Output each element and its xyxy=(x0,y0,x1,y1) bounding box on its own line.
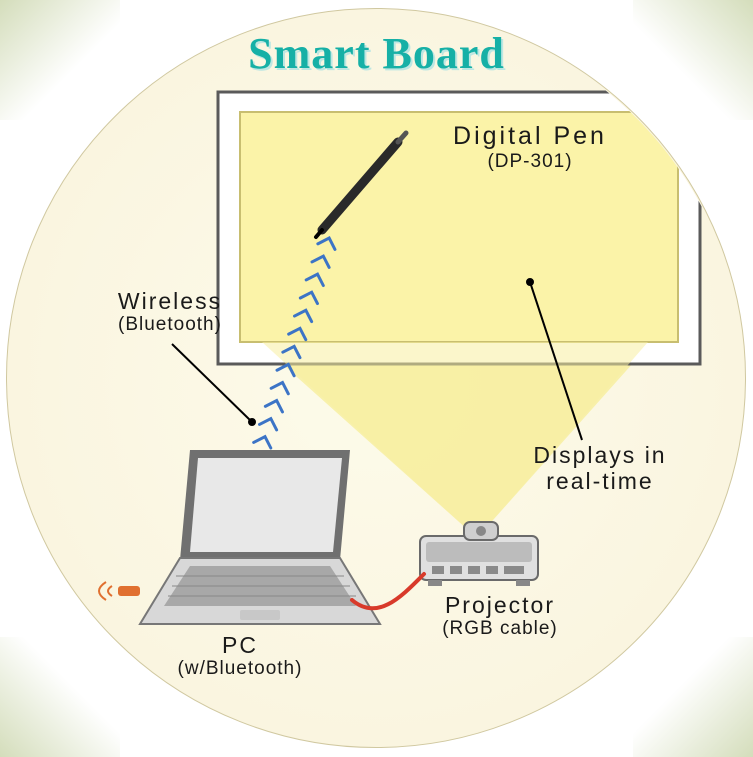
laptop xyxy=(99,450,380,624)
label-wireless: Wireless (Bluetooth) xyxy=(80,288,260,336)
diagram-scene xyxy=(0,0,753,757)
label-display-line2: real-time xyxy=(500,468,700,494)
label-pen-sub: (DP-301) xyxy=(400,151,660,173)
label-pen: Digital Pen (DP-301) xyxy=(400,122,660,173)
label-pc-sub: (w/Bluetooth) xyxy=(130,658,350,680)
label-wireless-sub: (Bluetooth) xyxy=(80,314,260,336)
label-projector-sub: (RGB cable) xyxy=(400,618,600,640)
laptop-trackpad xyxy=(240,610,280,620)
label-display-line1: Displays in xyxy=(500,442,700,468)
wireless-chevron xyxy=(260,419,277,430)
wireless-chevron xyxy=(254,437,271,448)
label-display: Displays in real-time xyxy=(500,442,700,495)
projector xyxy=(420,522,538,586)
wireless-chevron xyxy=(265,401,282,412)
label-pen-title: Digital Pen xyxy=(400,122,660,151)
label-pc-title: PC xyxy=(130,632,350,658)
label-wireless-title: Wireless xyxy=(80,288,260,314)
label-projector: Projector (RGB cable) xyxy=(400,592,600,640)
diagram-title: Smart Board xyxy=(0,28,753,79)
wireless-chevron xyxy=(271,383,288,394)
usb-dongle xyxy=(99,582,140,600)
title-text: Smart Board xyxy=(248,29,505,78)
label-pc: PC (w/Bluetooth) xyxy=(130,632,350,680)
laptop-screen xyxy=(190,458,342,552)
label-projector-title: Projector xyxy=(400,592,600,618)
